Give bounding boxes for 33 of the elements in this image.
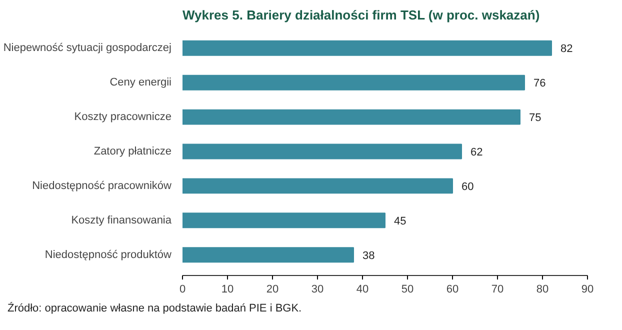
x-tick-label: 10 xyxy=(221,284,234,296)
y-tick-label: Koszty finansowania xyxy=(71,214,172,226)
data-label: 76 xyxy=(534,78,546,90)
bar xyxy=(182,178,453,194)
y-tick-label: Niepewność sytuacji gospodarczej xyxy=(3,42,172,54)
x-tick-label: 90 xyxy=(581,284,594,296)
y-tick-label: Ceny energii xyxy=(110,76,172,89)
data-label: 60 xyxy=(462,180,474,193)
data-label: 75 xyxy=(529,112,542,124)
data-label: 62 xyxy=(470,146,483,158)
x-tick-label: 60 xyxy=(446,284,459,296)
bar xyxy=(182,40,552,56)
data-label: 82 xyxy=(560,43,573,56)
y-tick-label: Zatory płatnicze xyxy=(94,146,172,158)
bar xyxy=(182,212,386,228)
x-tick-label: 50 xyxy=(401,284,414,296)
y-tick-label: Koszty pracownicze xyxy=(74,111,172,124)
bar xyxy=(182,109,520,125)
data-label: 38 xyxy=(362,250,375,262)
x-tick-label: 0 xyxy=(179,284,186,296)
y-tick-label: Niedostępność pracowników xyxy=(32,180,172,192)
x-tick-label: 70 xyxy=(491,284,504,296)
x-tick-label: 20 xyxy=(266,284,279,296)
chart-title: Wykres 5. Bariery działalności firm TSL (w proc. wskazań) xyxy=(182,8,540,22)
x-tick-label: 30 xyxy=(311,284,324,296)
bar xyxy=(182,144,462,160)
bar xyxy=(182,247,354,263)
x-tick-label: 40 xyxy=(356,284,369,296)
y-tick-label: Niedostępność produktów xyxy=(44,248,172,261)
text: Źródło: opracowanie własne na podstawie badań PIE i BGK. xyxy=(8,302,302,314)
bar xyxy=(182,74,525,90)
x-tick-label: 80 xyxy=(536,284,549,296)
data-label: 45 xyxy=(394,215,406,228)
